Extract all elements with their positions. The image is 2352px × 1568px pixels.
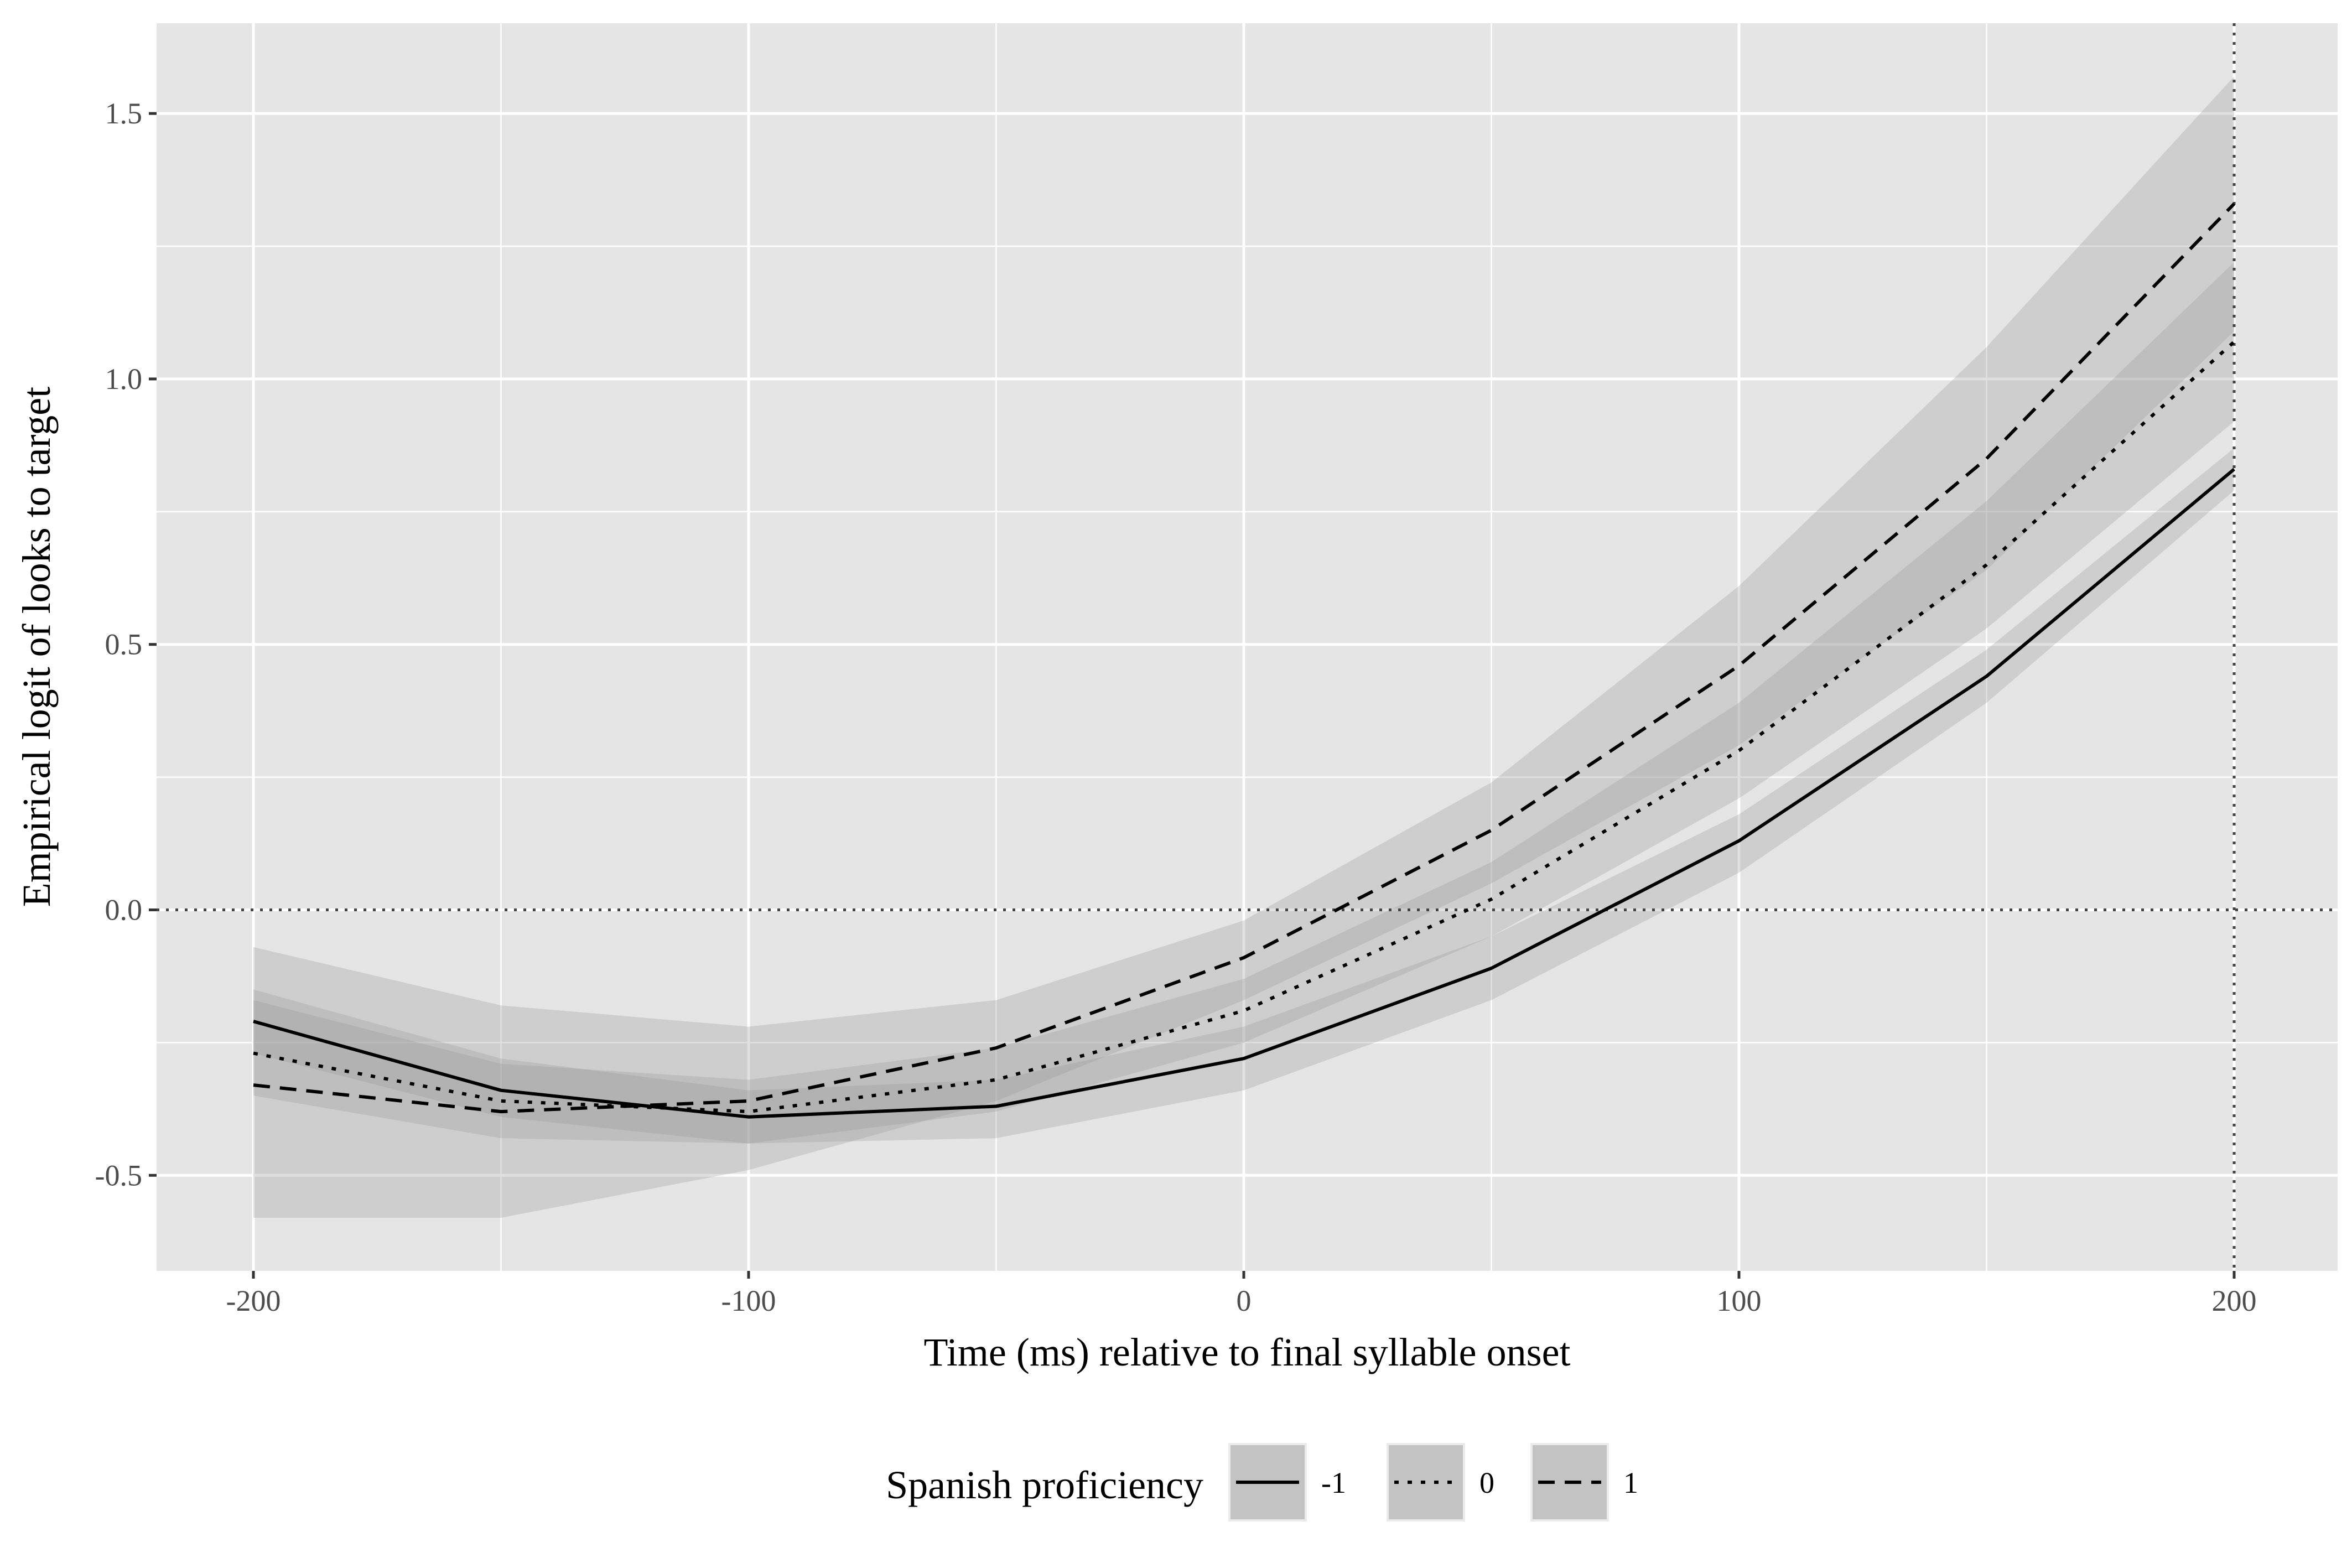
y-tick-label: -0.5	[95, 1159, 142, 1192]
legend-label-1: 1	[1623, 1466, 1638, 1499]
x-tick-label: -100	[721, 1284, 776, 1317]
legend-key-0	[1387, 1443, 1465, 1522]
minor-gridlines	[157, 23, 2338, 1271]
legend-title: Spanish proficiency	[886, 1463, 1203, 1507]
reference-lines	[157, 23, 2338, 1271]
major-gridlines	[157, 23, 2338, 1271]
x-tick-label: 200	[2212, 1284, 2257, 1317]
confidence-ribbons	[253, 76, 2234, 1218]
x-axis: -200 -100 0 100 200	[226, 1271, 2257, 1317]
x-tick-label: -200	[226, 1284, 281, 1317]
ribbon-0	[253, 262, 2234, 1144]
x-tick-label: 0	[1237, 1284, 1252, 1317]
y-axis: -0.5 0.0 0.5 1.0 1.5	[95, 97, 157, 1192]
plot-panel	[157, 23, 2338, 1271]
legend-label-0: 0	[1479, 1466, 1494, 1499]
series-line-1	[253, 203, 2236, 1114]
y-tick-label: 0.0	[105, 893, 143, 926]
y-tick-label: 0.5	[105, 628, 143, 661]
x-axis-title: Time (ms) relative to final syllable ons…	[923, 1330, 1570, 1374]
y-axis-title: Empirical logit of looks to target	[14, 387, 59, 907]
series-lines	[253, 203, 2236, 1119]
series-line-0	[253, 340, 2236, 1114]
legend: Spanish proficiency -1 0 1	[886, 1443, 1638, 1522]
ribbon-1	[253, 76, 2234, 1218]
ribbon--1	[253, 448, 2234, 1144]
x-tick-label: 100	[1717, 1284, 1762, 1317]
series-line--1	[253, 468, 2235, 1119]
y-tick-label: 1.0	[105, 362, 143, 396]
y-tick-label: 1.5	[105, 97, 143, 130]
legend-label--1: -1	[1321, 1466, 1346, 1499]
